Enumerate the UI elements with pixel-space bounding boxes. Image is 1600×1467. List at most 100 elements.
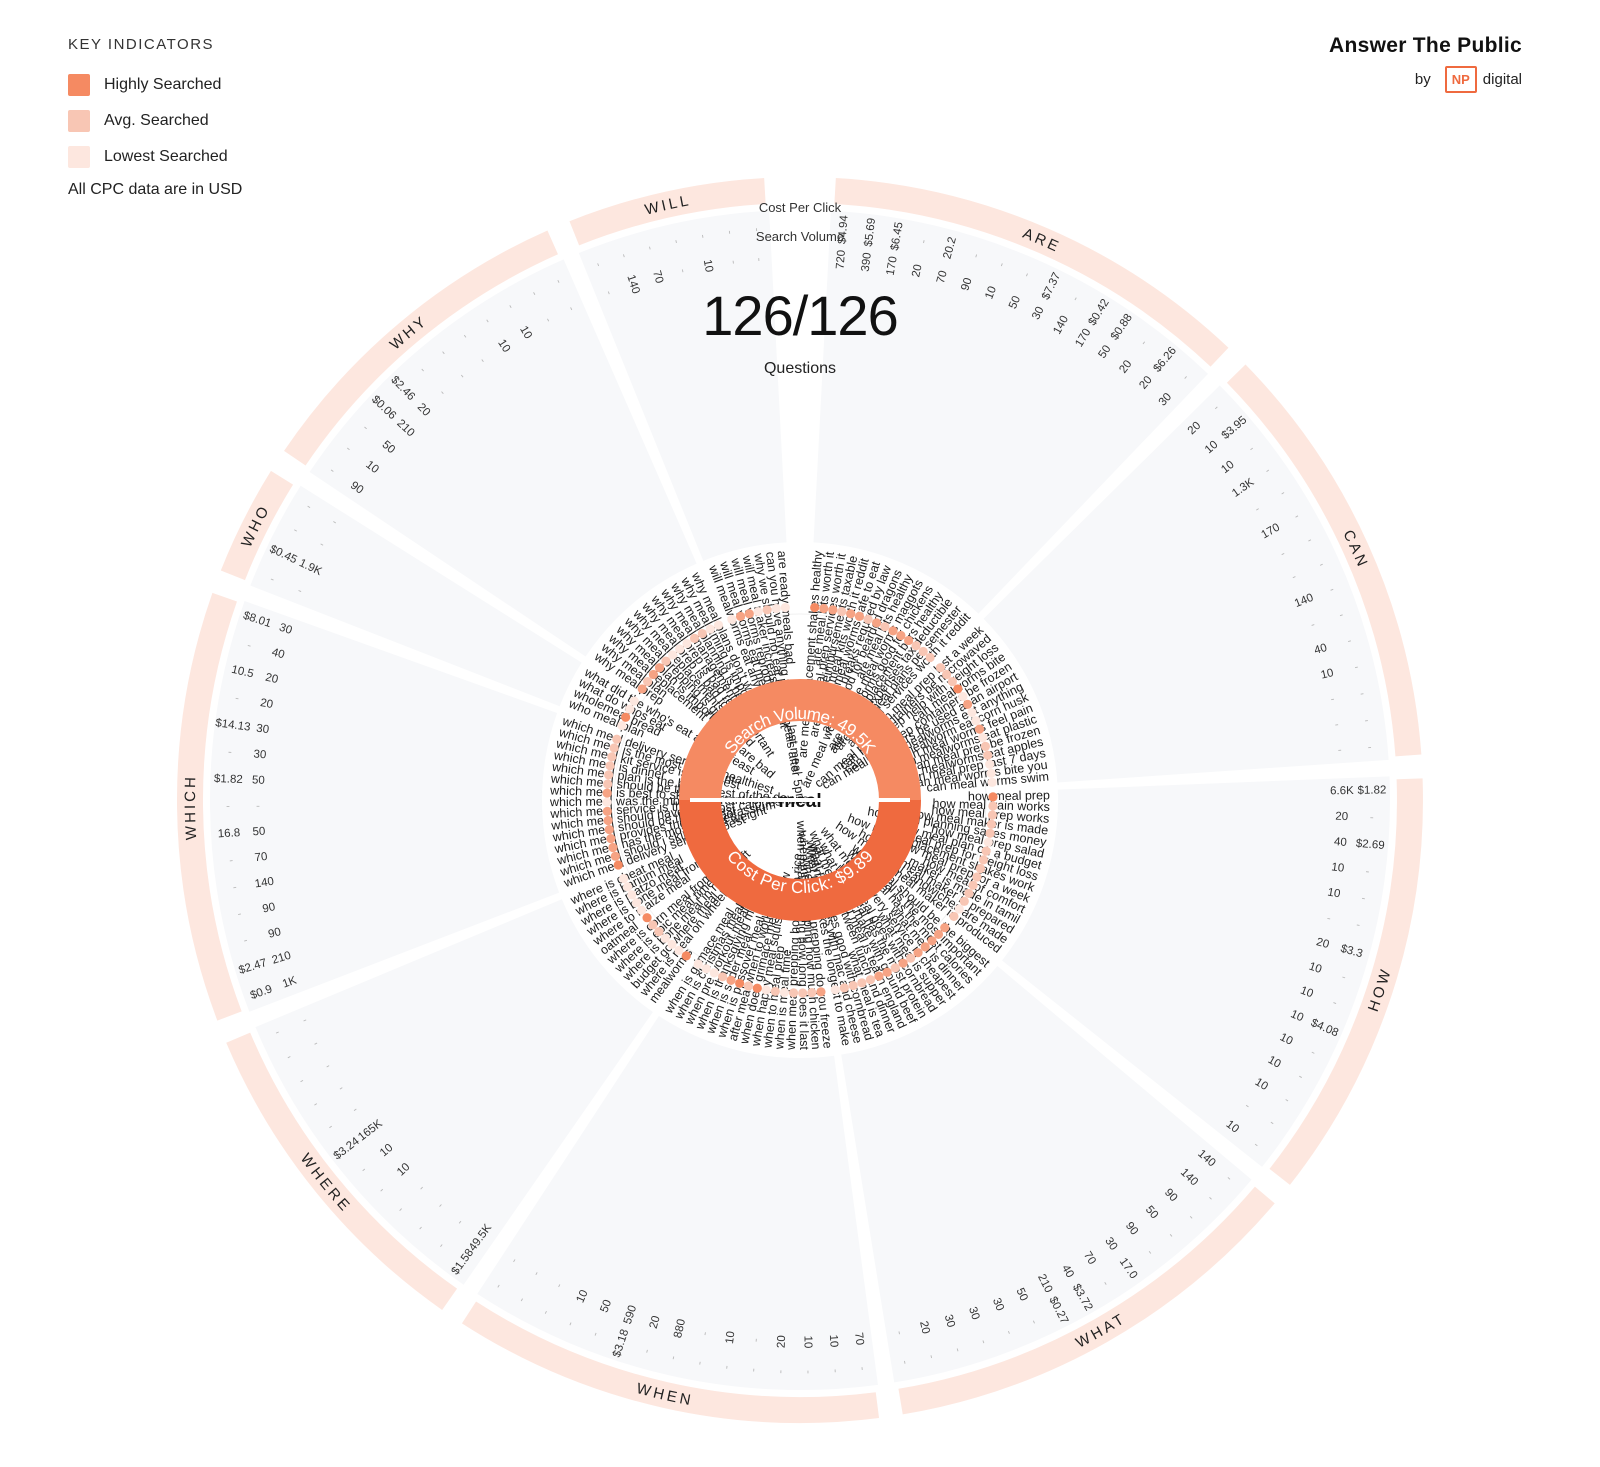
search-volume-value: 70 — [650, 269, 665, 284]
volume-dot — [920, 942, 930, 952]
volume-dot — [603, 779, 613, 789]
question-label[interactable]: how meal prep — [968, 788, 1050, 803]
question-label[interactable]: which meal was the most important for ro… — [549, 792, 809, 809]
volume-dot — [617, 721, 627, 731]
cpc-value: - — [1305, 534, 1314, 547]
volume-dot — [865, 975, 876, 985]
cpc-value: $2.69 — [1355, 838, 1385, 852]
search-volume-value: 40 — [270, 646, 286, 661]
search-volume-value: 10 — [724, 1330, 738, 1344]
volume-dot — [941, 669, 952, 680]
cpc-value: - — [1278, 487, 1288, 499]
search-volume-value: 20 — [264, 672, 279, 687]
search-volume-value: - — [530, 1269, 542, 1278]
search-volume-value: - — [1334, 719, 1340, 731]
search-volume-value: 30 — [253, 748, 267, 761]
search-volume-value: 30 — [966, 1305, 981, 1321]
cpc-value: - — [492, 1281, 504, 1291]
category-band-who[interactable] — [220, 470, 294, 581]
search-volume-value: 20 — [259, 697, 274, 711]
question-label[interactable]: which meal is best to skip — [549, 783, 692, 802]
cpc-value: - — [360, 422, 371, 434]
cpc-value: - — [564, 1320, 577, 1328]
volume-dot — [604, 824, 614, 835]
search-volume-value: 10 — [1320, 667, 1335, 682]
volume-dot — [888, 626, 898, 636]
category-band-where[interactable] — [226, 1032, 458, 1310]
search-volume-value: - — [699, 1331, 712, 1337]
volume-dot — [788, 988, 799, 998]
brand-suffix: digital — [1482, 71, 1522, 88]
volume-dot — [761, 985, 771, 995]
category-band-when[interactable] — [461, 1301, 880, 1424]
category-band-will[interactable] — [569, 178, 766, 246]
volume-dot — [983, 750, 993, 760]
volume-dot — [602, 797, 612, 807]
search-volume-value: 30 — [255, 723, 269, 737]
cpc-value: - — [1165, 1230, 1177, 1241]
search-volume-value: 10 — [1289, 1008, 1306, 1024]
search-volume-value: - — [323, 1060, 332, 1072]
volume-dot — [727, 614, 737, 625]
cpc-value: - — [1282, 1094, 1292, 1106]
category-band-why[interactable] — [284, 230, 558, 466]
search-volume-value: 140 — [254, 876, 275, 891]
volume-dot — [752, 983, 762, 993]
category-band-which[interactable] — [176, 592, 242, 1021]
volume-dot — [871, 618, 882, 628]
category-label-which[interactable]: WHICH — [182, 774, 200, 841]
cpc-value: - — [552, 277, 565, 286]
search-volume-value: - — [477, 356, 489, 366]
cpc-value: - — [326, 1121, 336, 1133]
cpc-value: - — [1251, 1139, 1261, 1151]
cpc-value: - — [775, 1369, 787, 1373]
volume-dot — [816, 987, 826, 997]
volume-dot — [830, 985, 840, 995]
search-volume-value: - — [296, 585, 304, 598]
volume-dot — [981, 846, 991, 856]
volume-dot — [744, 609, 754, 619]
category-column-how — [1002, 776, 1390, 1167]
cpc-value: - — [592, 261, 605, 269]
cpc-value: $5.69 — [863, 217, 878, 247]
category-band-what[interactable] — [898, 1186, 1275, 1415]
cpc-value: - — [667, 1354, 680, 1361]
search-volume-heading: Search Volume — [755, 229, 845, 244]
search-volume-value: - — [437, 387, 449, 398]
category-band-are[interactable] — [834, 178, 1229, 367]
category-band-can[interactable] — [1226, 364, 1422, 757]
search-volume-value: - — [301, 1014, 310, 1027]
cpc-value: - — [1346, 635, 1353, 648]
cpc-value: - — [327, 465, 337, 477]
search-volume-arc — [679, 679, 921, 801]
cpc-value: - — [951, 1346, 964, 1353]
category-band-how[interactable] — [1269, 778, 1423, 1185]
volume-dot — [954, 904, 964, 914]
search-volume-value: 10 — [517, 324, 534, 341]
search-volume-value: 90 — [267, 926, 282, 941]
search-volume-value: 10 — [1327, 886, 1342, 900]
cpc-value: - — [234, 692, 240, 705]
cpc-value: - — [1144, 1247, 1156, 1258]
search-volume-value: 90 — [959, 276, 974, 292]
volume-dot — [631, 898, 642, 908]
volume-dot — [967, 707, 977, 718]
cpc-value: - — [417, 365, 429, 376]
search-volume-value: 40 — [1333, 836, 1347, 849]
cpc-value: - — [643, 245, 656, 252]
cpc-value: $4.94 — [836, 214, 850, 244]
question-count: 126/126 — [702, 284, 898, 347]
cpc-value: - — [1224, 1173, 1235, 1185]
search-volume-value: 20 — [1315, 936, 1331, 951]
cpc-value: - — [304, 501, 314, 513]
search-volume-value: 590 — [622, 1304, 639, 1326]
search-volume-value: 10 — [495, 337, 512, 354]
search-volume-value: 140 — [624, 273, 641, 295]
volume-dot — [839, 983, 849, 993]
cpc-value: 20.2 — [942, 236, 959, 261]
cpc-value: - — [1317, 559, 1326, 572]
volume-dot — [637, 905, 647, 915]
volume-dot — [612, 734, 622, 744]
volume-dot — [949, 911, 959, 922]
cpc-value: $14.13 — [215, 717, 251, 733]
